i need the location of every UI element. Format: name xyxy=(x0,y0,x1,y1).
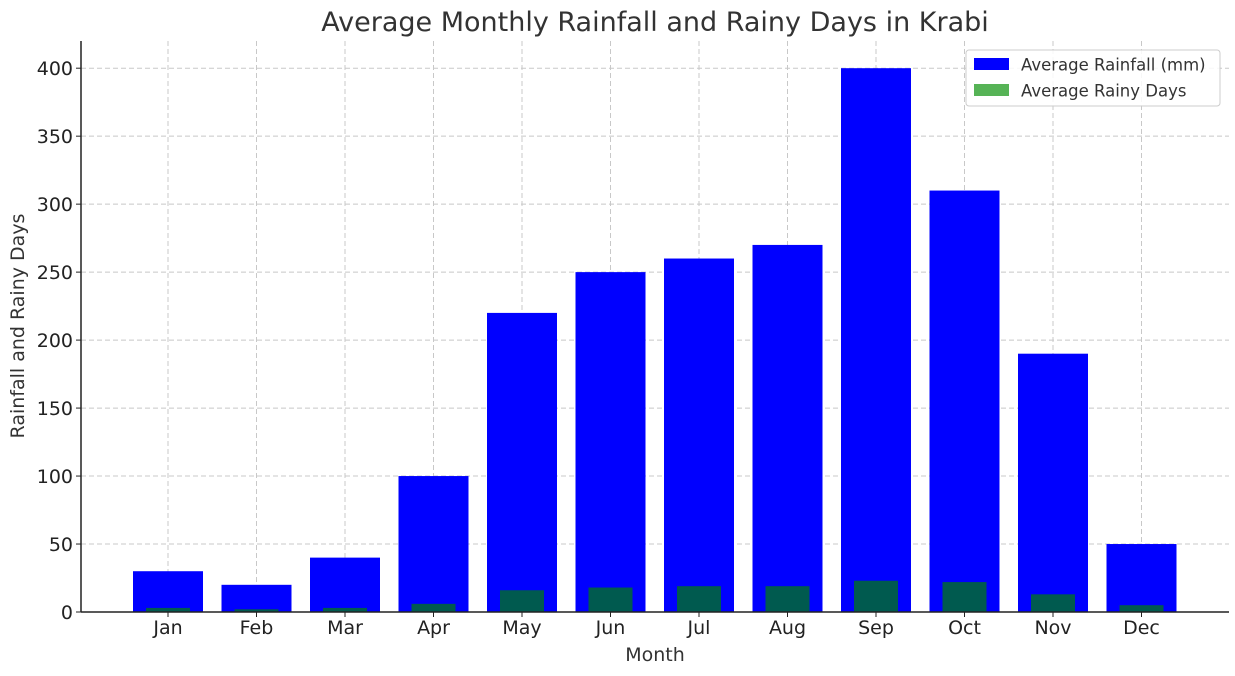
bar-rainy-days-dec xyxy=(1119,605,1164,612)
x-tick-label: Nov xyxy=(1034,617,1071,639)
y-tick-label: 300 xyxy=(37,194,73,216)
bar-rainfall-sep xyxy=(841,68,911,612)
x-tick-label: Mar xyxy=(327,617,363,639)
bar-rainy-days-apr xyxy=(411,603,456,612)
bar-rainfall-oct xyxy=(929,190,1000,613)
x-tick-label: Jul xyxy=(687,617,711,639)
legend-label-rainfall: Average Rainfall (mm) xyxy=(1021,56,1206,75)
bar-rainy-days-nov xyxy=(1031,594,1075,612)
y-axis-label: Rainfall and Rainy Days xyxy=(7,214,29,439)
bar-rainy-days-feb xyxy=(234,609,279,612)
bar-rainfall-jan xyxy=(133,571,203,612)
rainy-days-bars xyxy=(146,580,1164,612)
y-tick-label: 100 xyxy=(37,466,73,488)
y-tick-label: 0 xyxy=(61,602,73,624)
bar-rainfall-aug xyxy=(752,244,823,612)
bar-rainfall-may xyxy=(487,312,557,612)
bar-rainfall-jul xyxy=(664,258,734,612)
y-tick-label: 250 xyxy=(37,262,73,284)
bar-rainy-days-jun xyxy=(588,587,633,612)
x-tick-label: Dec xyxy=(1123,617,1160,639)
bar-rainfall-mar xyxy=(310,557,380,612)
bar-rainy-days-jan xyxy=(146,607,190,612)
rainfall-bars xyxy=(133,68,1177,613)
y-tick-label: 400 xyxy=(37,58,73,80)
bar-rainy-days-aug xyxy=(765,586,810,612)
x-tick-label: Aug xyxy=(769,617,806,639)
bar-rainy-days-mar xyxy=(323,607,367,612)
bar-rainy-days-may xyxy=(500,590,544,612)
chart-title: Average Monthly Rainfall and Rainy Days … xyxy=(321,7,989,38)
y-tick-label: 200 xyxy=(37,330,73,352)
y-axis-ticks: 0 50 100 150 200 250 300 350 400 xyxy=(37,58,81,624)
bar-rainfall-dec xyxy=(1106,544,1177,612)
bar-rainfall-jun xyxy=(575,272,646,612)
chart-legend: Average Rainfall (mm) Average Rainy Days xyxy=(965,49,1221,107)
x-tick-label: Jan xyxy=(152,617,182,639)
legend-swatch-rainy-days xyxy=(974,84,1009,96)
bar-rainfall-feb xyxy=(221,584,292,612)
y-tick-label: 50 xyxy=(49,534,73,556)
x-tick-label: Feb xyxy=(240,617,274,639)
bar-rainfall-apr xyxy=(398,476,469,612)
bar-rainy-days-sep xyxy=(854,580,898,612)
x-tick-label: Apr xyxy=(417,617,450,639)
y-tick-label: 350 xyxy=(37,126,73,148)
x-axis-ticks: Jan Feb Mar Apr May Jun Jul Aug Sep Oct Nov Dec xyxy=(152,612,1160,639)
bar-rainfall-nov xyxy=(1018,353,1088,612)
x-tick-label: May xyxy=(502,617,541,639)
x-tick-label: Sep xyxy=(858,617,894,639)
y-tick-label: 150 xyxy=(37,398,73,420)
bar-rainy-days-oct xyxy=(942,582,987,612)
legend-label-rainy-days: Average Rainy Days xyxy=(1021,82,1186,101)
x-tick-label: Oct xyxy=(948,617,981,639)
x-tick-label: Jun xyxy=(595,617,626,639)
bar-rainy-days-jul xyxy=(677,586,721,612)
x-axis-label: Month xyxy=(625,644,685,666)
legend-swatch-rainfall xyxy=(974,58,1009,70)
legend-frame xyxy=(965,49,1221,107)
